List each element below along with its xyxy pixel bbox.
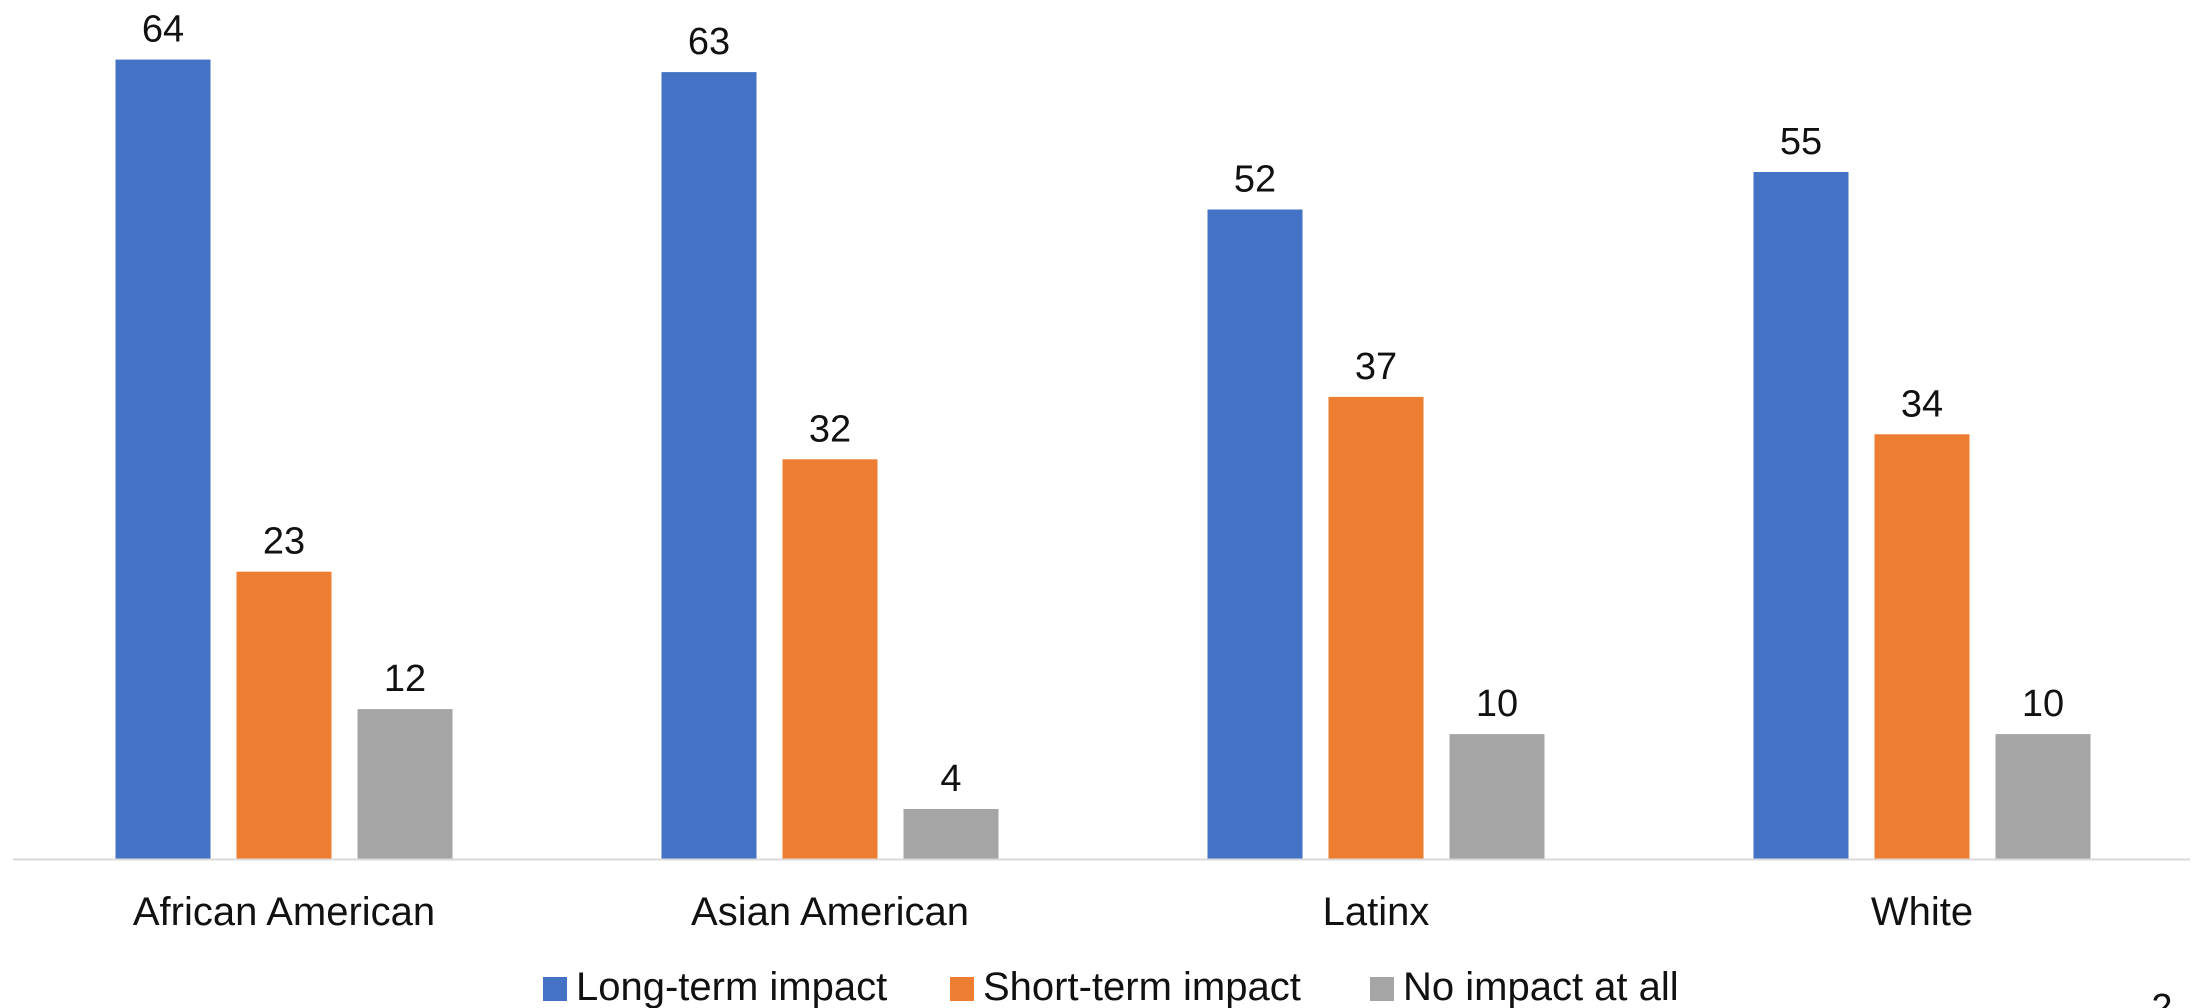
bar-latinx-long-term-impact [1207,209,1303,859]
bar-white-no-impact-at-all [1995,734,2091,859]
legend-swatch-no-impact-at-all [1370,977,1394,1001]
bar-latinx-short-term-impact [1328,396,1424,859]
data-label-asian-american-long-term-impact: 63 [688,21,730,63]
category-label-african-american: African American [133,890,435,934]
page-number: 2 [2151,987,2172,1008]
category-label-asian-american: Asian American [691,890,969,934]
category-label-white: White [1871,890,1973,934]
bar-african-american-long-term-impact [115,59,211,860]
data-label-latinx-no-impact-at-all: 10 [1476,683,1518,725]
legend-label-short-term-impact: Short-term impact [983,965,1301,1008]
bar-latinx-no-impact-at-all [1449,734,1545,859]
bar-asian-american-long-term-impact [661,72,757,860]
legend-label-no-impact-at-all: No impact at all [1403,965,1679,1008]
legend-swatch-short-term-impact [950,977,974,1001]
bar-white-long-term-impact [1753,172,1849,859]
bar-african-american-no-impact-at-all [357,709,453,859]
data-label-asian-american-short-term-impact: 32 [809,408,851,450]
category-labels-layer: African American Asian American Latinx Whit… [133,890,1973,934]
data-label-latinx-long-term-impact: 52 [1234,159,1276,201]
data-label-african-american-no-impact-at-all: 12 [384,658,426,700]
bar-african-american-short-term-impact [236,571,332,859]
bar-white-short-term-impact [1874,434,1970,859]
bar-asian-american-short-term-impact [782,459,878,859]
legend-label-long-term-impact: Long-term impact [576,965,887,1008]
data-label-white-no-impact-at-all: 10 [2022,683,2064,725]
legend: Long-term impact Short-term impact No impa… [543,965,1679,1008]
data-label-white-short-term-impact: 34 [1901,383,1943,425]
bars-layer [115,59,2091,860]
data-label-asian-american-no-impact-at-all: 4 [940,758,961,800]
data-label-latinx-short-term-impact: 37 [1355,346,1397,388]
data-label-white-long-term-impact: 55 [1780,121,1822,163]
category-label-latinx: Latinx [1323,890,1430,934]
value-labels-layer: 64 23 12 63 32 4 52 37 10 55 34 10 [142,9,2064,800]
data-label-african-american-long-term-impact: 64 [142,9,184,51]
data-label-african-american-short-term-impact: 23 [263,521,305,563]
legend-swatch-long-term-impact [543,977,567,1001]
bar-asian-american-no-impact-at-all [903,809,999,859]
